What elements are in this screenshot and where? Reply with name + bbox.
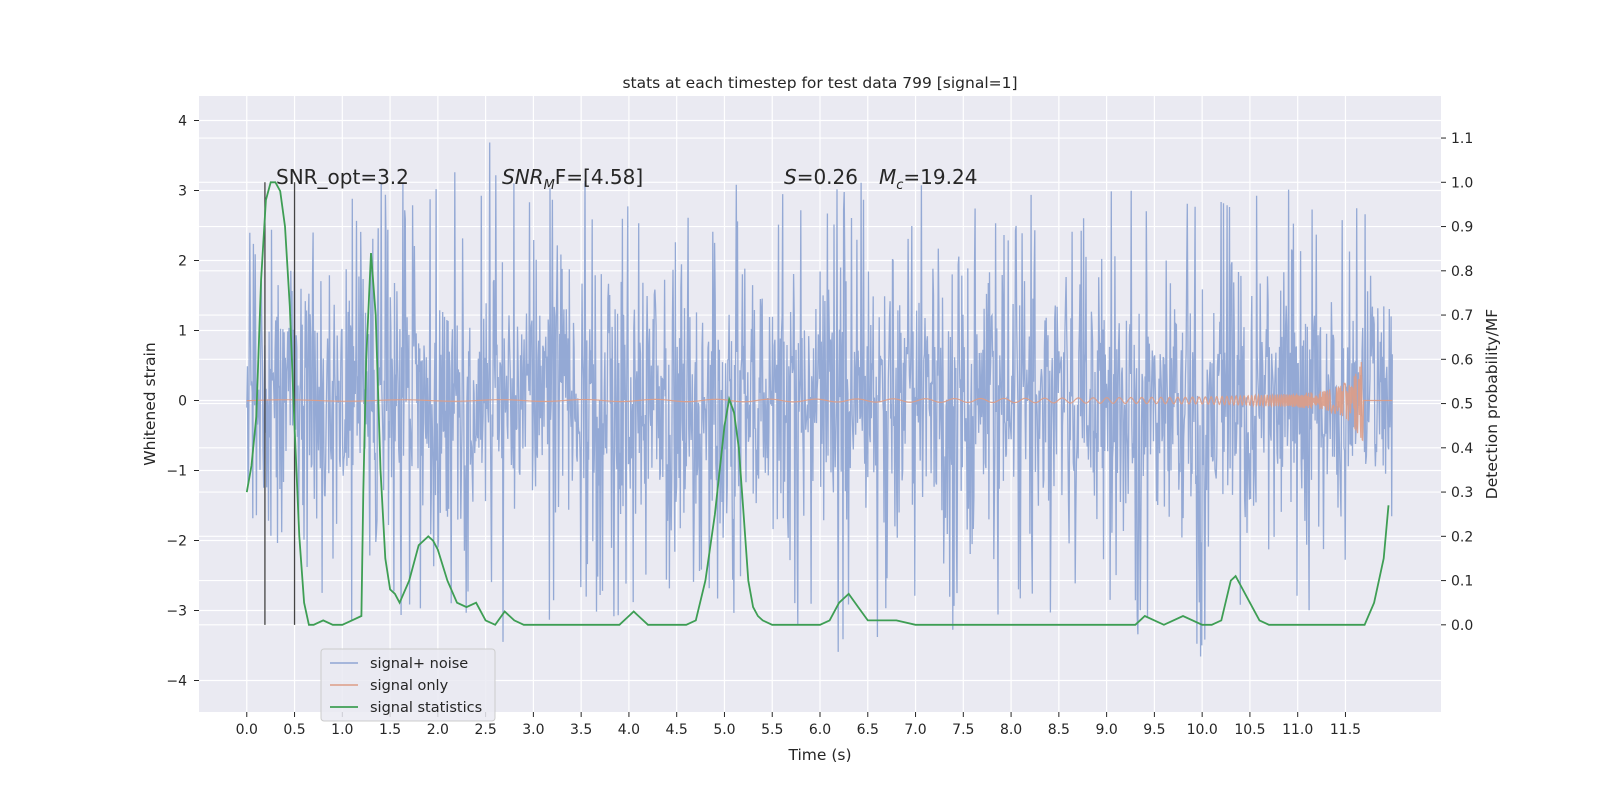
x-tick-label: 5.5 bbox=[761, 722, 783, 738]
x-tick-label: 2.5 bbox=[474, 722, 496, 738]
x-tick-label: 5.0 bbox=[713, 722, 735, 738]
snr-mf-main: SNR bbox=[502, 165, 544, 189]
y-tick-label: 2 bbox=[178, 254, 187, 270]
chart-title: stats at each timestep for test data 799… bbox=[622, 74, 1017, 92]
y-tick-label: 0 bbox=[178, 394, 187, 410]
legend-label-signal-statistics: signal statistics bbox=[370, 700, 482, 716]
x-tick-label: 10.0 bbox=[1187, 722, 1218, 738]
y2-tick-label: 1.0 bbox=[1451, 175, 1473, 191]
legend: signal+ noise signal only signal statist… bbox=[320, 648, 496, 722]
x-tick-label: 4.5 bbox=[666, 722, 688, 738]
y-axis-right: 1.1 1.0 0.9 0.8 0.7 0.6 0.5 0.4 0.3 0.2 0.1 0.0 bbox=[1441, 131, 1473, 634]
legend-box bbox=[320, 648, 496, 722]
y-tick-label: −1 bbox=[166, 464, 187, 480]
annotation-snr-mf: SNRMF=[4.58] bbox=[502, 165, 643, 193]
s-symbol: S bbox=[784, 165, 797, 189]
x-tick-label: 8.5 bbox=[1048, 722, 1070, 738]
y-tick-label: −3 bbox=[166, 604, 187, 620]
signal-only-series bbox=[246, 362, 1393, 442]
snr-mf-rest: F=[4.58] bbox=[555, 165, 643, 189]
x-tick-label: 2.0 bbox=[427, 722, 449, 738]
annotation-s: S=0.26 bbox=[784, 165, 858, 189]
x-tick-label: 3.5 bbox=[570, 722, 592, 738]
x-tick-label: 10.5 bbox=[1234, 722, 1265, 738]
signal-noise-series bbox=[246, 142, 1393, 657]
y2-tick-label: 0.5 bbox=[1451, 397, 1473, 413]
y2-tick-label: 0.0 bbox=[1451, 618, 1473, 634]
signal-statistics-line bbox=[245, 181, 1390, 626]
signal-noise-line bbox=[246, 142, 1393, 657]
x-tick-label: 9.5 bbox=[1143, 722, 1165, 738]
x-tick-label: 7.5 bbox=[952, 722, 974, 738]
y-tick-label: 4 bbox=[178, 114, 187, 130]
y2-tick-label: 0.8 bbox=[1451, 264, 1473, 280]
x-tick-label: 6.5 bbox=[857, 722, 879, 738]
legend-label-signal-noise: signal+ noise bbox=[370, 656, 468, 672]
mc-value: =19.24 bbox=[903, 165, 977, 189]
x-tick-label: 9.0 bbox=[1095, 722, 1117, 738]
x-tick-label: 0.5 bbox=[283, 722, 305, 738]
x-axis: 0.0 0.5 1.0 1.5 2.0 2.5 3.0 3.5 4.0 4.5 5.0 5.5 6.0 6… bbox=[236, 712, 1361, 738]
x-tick-label: 11.5 bbox=[1330, 722, 1361, 738]
legend-label-signal-only: signal only bbox=[370, 678, 449, 694]
snr-mf-sub: M bbox=[544, 178, 555, 193]
annotation-mc: Mc=19.24 bbox=[879, 165, 977, 193]
x-tick-label: 7.0 bbox=[904, 722, 926, 738]
y-axis-left: 4 3 2 1 0 −1 −2 −3 −4 bbox=[166, 114, 199, 690]
x-tick-label: 3.0 bbox=[522, 722, 544, 738]
y2-tick-label: 0.3 bbox=[1451, 485, 1473, 501]
x-tick-label: 8.0 bbox=[1000, 722, 1022, 738]
mc-sub: c bbox=[896, 178, 903, 193]
y2-tick-label: 0.4 bbox=[1451, 441, 1473, 457]
y-tick-label: −2 bbox=[166, 534, 187, 550]
y-tick-label: 3 bbox=[178, 184, 187, 200]
x-tick-label: 11.0 bbox=[1282, 722, 1313, 738]
y-tick-label: 1 bbox=[178, 324, 187, 340]
signal-only-line bbox=[246, 362, 1393, 442]
signal-statistics-series bbox=[245, 181, 1390, 626]
y2-tick-label: 0.7 bbox=[1451, 308, 1473, 324]
x-tick-label: 1.0 bbox=[331, 722, 353, 738]
y2-tick-label: 1.1 bbox=[1451, 131, 1473, 147]
y2-tick-label: 0.9 bbox=[1451, 220, 1473, 236]
annotation-snr-opt: SNR_opt=3.2 bbox=[276, 165, 409, 189]
x-tick-label: 4.0 bbox=[618, 722, 640, 738]
y2-tick-label: 0.2 bbox=[1451, 529, 1473, 545]
x-axis-label: Time (s) bbox=[787, 746, 851, 764]
vertical-markers bbox=[264, 182, 296, 625]
y2-tick-label: 0.6 bbox=[1451, 352, 1473, 368]
s-value: =0.26 bbox=[797, 165, 858, 189]
y2-tick-label: 0.1 bbox=[1451, 574, 1473, 590]
x-tick-label: 0.0 bbox=[236, 722, 258, 738]
x-tick-label: 6.0 bbox=[809, 722, 831, 738]
x-tick-label: 1.5 bbox=[379, 722, 401, 738]
y-tick-label: −4 bbox=[166, 674, 187, 690]
y2-axis-label: Detection probability/MF bbox=[1483, 309, 1501, 500]
mc-symbol: M bbox=[879, 165, 896, 189]
y-axis-label: Whitened strain bbox=[141, 342, 159, 465]
